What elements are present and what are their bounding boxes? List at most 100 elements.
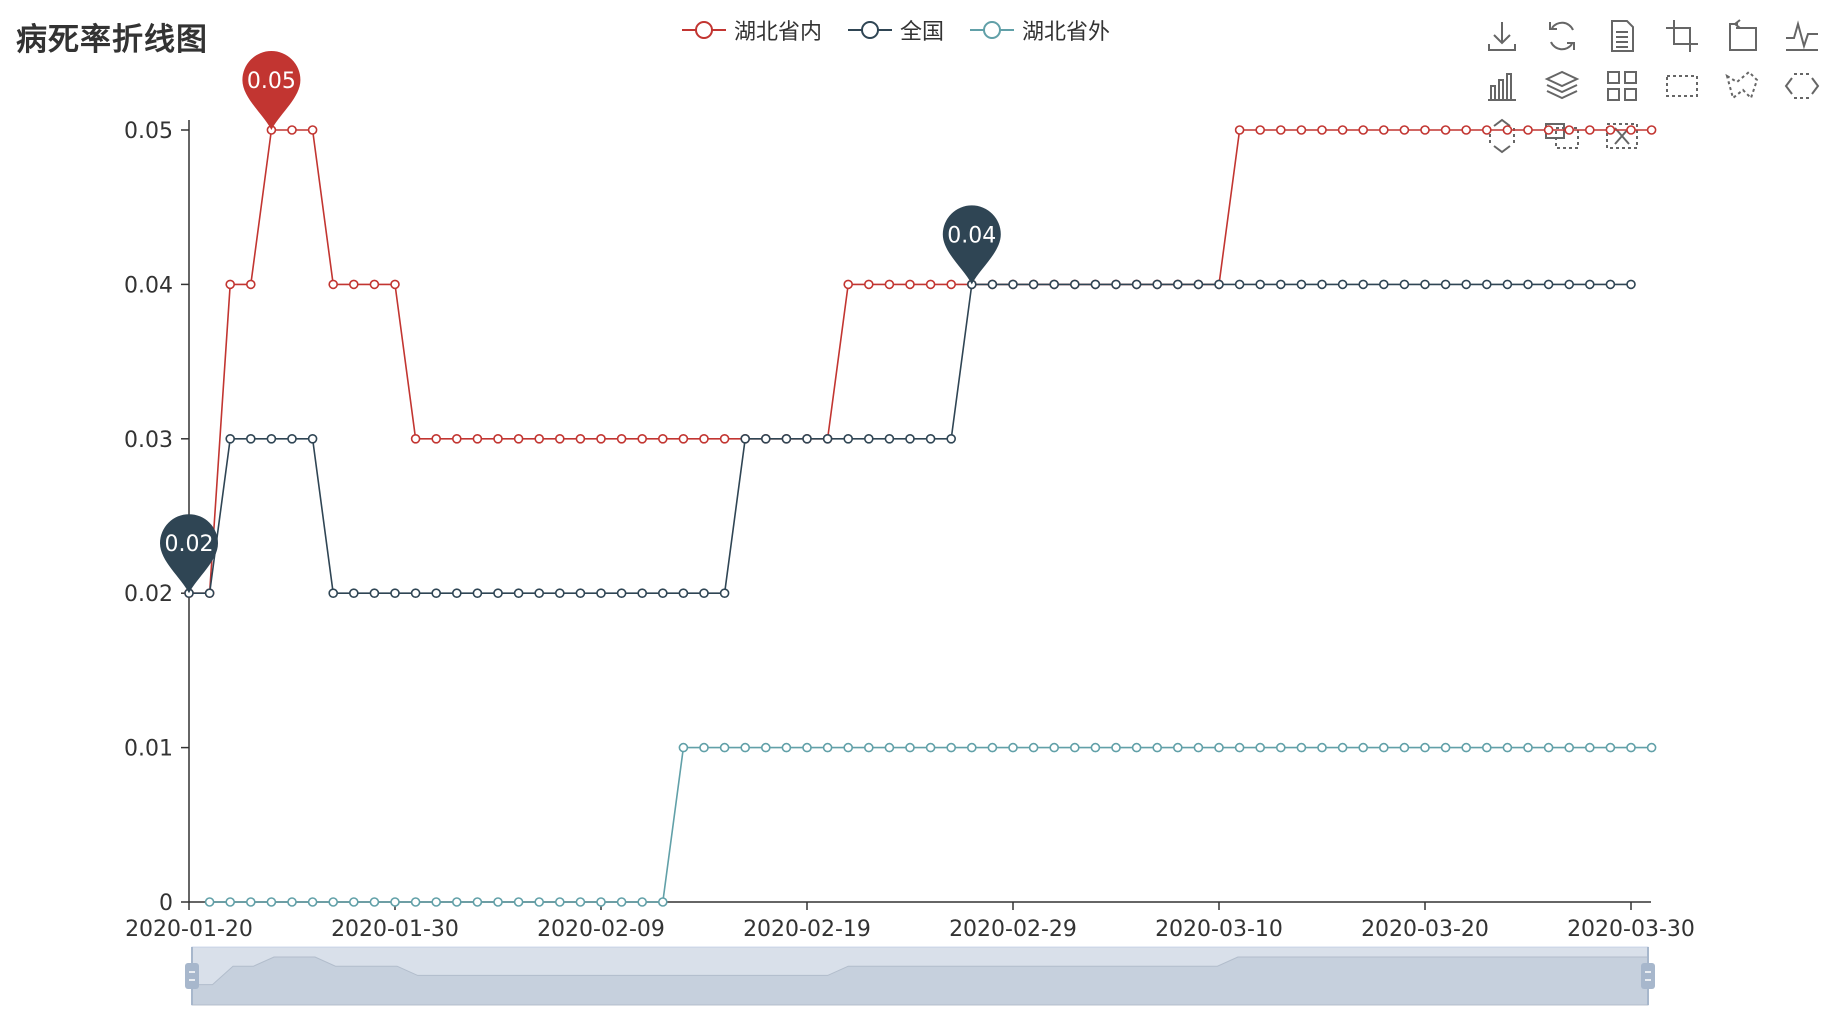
data-point[interactable] xyxy=(987,742,998,753)
data-point[interactable] xyxy=(966,742,977,753)
data-point[interactable] xyxy=(905,433,915,444)
data-point[interactable] xyxy=(1482,125,1492,135)
data-point[interactable] xyxy=(1379,125,1389,135)
data-point[interactable] xyxy=(328,588,339,599)
data-point[interactable] xyxy=(266,897,277,907)
data-point[interactable] xyxy=(1646,125,1657,135)
data-point[interactable] xyxy=(1276,742,1286,753)
line-x-select-icon[interactable] xyxy=(1782,66,1822,106)
data-point[interactable] xyxy=(225,433,235,444)
data-point[interactable] xyxy=(225,897,235,907)
data-point[interactable] xyxy=(1379,742,1389,753)
data-point[interactable] xyxy=(513,588,524,599)
data-point[interactable] xyxy=(596,588,606,599)
zoom-selected-range[interactable] xyxy=(192,947,1648,1005)
max-marker-1[interactable]: 0.04 xyxy=(942,205,1001,285)
data-point[interactable] xyxy=(822,742,833,753)
data-point[interactable] xyxy=(1070,742,1080,753)
data-point[interactable] xyxy=(1090,279,1101,290)
data-point[interactable] xyxy=(1420,125,1430,135)
data-point[interactable] xyxy=(657,588,668,599)
data-point[interactable] xyxy=(863,742,874,753)
data-point[interactable] xyxy=(1234,279,1245,290)
data-point[interactable] xyxy=(410,897,421,907)
data-point[interactable] xyxy=(348,588,359,599)
data-point[interactable] xyxy=(596,433,606,444)
max-marker-0[interactable]: 0.05 xyxy=(242,51,301,130)
data-point[interactable] xyxy=(1523,279,1533,290)
data-point[interactable] xyxy=(637,433,648,444)
data-point[interactable] xyxy=(1276,125,1286,135)
data-point[interactable] xyxy=(1049,742,1059,753)
data-point[interactable] xyxy=(843,433,854,444)
data-view-icon[interactable] xyxy=(1602,16,1642,56)
data-point[interactable] xyxy=(657,897,668,907)
data-point[interactable] xyxy=(204,897,215,907)
data-point[interactable] xyxy=(1564,742,1574,753)
data-point[interactable] xyxy=(1234,125,1245,135)
data-point[interactable] xyxy=(1296,125,1307,135)
data-point[interactable] xyxy=(616,897,627,907)
data-point[interactable] xyxy=(1585,125,1595,135)
data-point[interactable] xyxy=(822,433,833,444)
data-zoom-slider[interactable] xyxy=(185,946,1655,1006)
data-point[interactable] xyxy=(369,897,380,907)
data-point[interactable] xyxy=(1626,125,1636,135)
data-point[interactable] xyxy=(1420,279,1430,290)
data-point[interactable] xyxy=(1399,742,1410,753)
data-point[interactable] xyxy=(307,125,318,135)
data-point[interactable] xyxy=(554,588,565,599)
data-point[interactable] xyxy=(884,433,895,444)
data-point[interactable] xyxy=(1317,279,1327,290)
data-point[interactable] xyxy=(884,279,895,290)
data-point[interactable] xyxy=(451,897,462,907)
data-point[interactable] xyxy=(369,588,380,599)
data-point[interactable] xyxy=(246,279,256,290)
data-point[interactable] xyxy=(390,588,400,599)
data-point[interactable] xyxy=(719,588,730,599)
data-point[interactable] xyxy=(905,742,915,753)
rect-select-icon[interactable] xyxy=(1662,66,1702,106)
data-point[interactable] xyxy=(328,897,339,907)
data-point[interactable] xyxy=(1214,279,1224,290)
data-point[interactable] xyxy=(369,279,380,290)
data-point[interactable] xyxy=(616,588,627,599)
data-point[interactable] xyxy=(1543,125,1554,135)
data-point[interactable] xyxy=(802,433,812,444)
data-point[interactable] xyxy=(1337,742,1348,753)
data-point[interactable] xyxy=(1070,279,1080,290)
data-point[interactable] xyxy=(719,433,730,444)
data-point[interactable] xyxy=(534,588,545,599)
data-point[interactable] xyxy=(1379,279,1389,290)
data-point[interactable] xyxy=(1255,125,1265,135)
zoom-handle-left[interactable] xyxy=(185,947,199,1005)
data-point[interactable] xyxy=(307,897,318,907)
data-point[interactable] xyxy=(287,125,297,135)
data-point[interactable] xyxy=(843,279,854,290)
data-point[interactable] xyxy=(410,433,421,444)
data-point[interactable] xyxy=(1049,279,1059,290)
data-point[interactable] xyxy=(307,433,318,444)
data-point[interactable] xyxy=(1255,742,1265,753)
data-point[interactable] xyxy=(946,279,957,290)
data-point[interactable] xyxy=(1255,279,1265,290)
data-point[interactable] xyxy=(657,433,668,444)
data-point[interactable] xyxy=(1358,742,1368,753)
data-point[interactable] xyxy=(554,433,565,444)
data-point[interactable] xyxy=(1358,125,1368,135)
data-point[interactable] xyxy=(1296,742,1307,753)
data-point[interactable] xyxy=(1585,742,1595,753)
data-point[interactable] xyxy=(905,279,915,290)
data-point[interactable] xyxy=(1482,279,1492,290)
data-point[interactable] xyxy=(637,897,648,907)
data-point[interactable] xyxy=(431,588,442,599)
bar-type-icon[interactable] xyxy=(1482,66,1522,106)
data-point[interactable] xyxy=(1131,279,1142,290)
data-point[interactable] xyxy=(1399,125,1410,135)
tiled-icon[interactable] xyxy=(1602,66,1642,106)
data-point[interactable] xyxy=(884,742,895,753)
data-point[interactable] xyxy=(554,897,565,907)
data-point[interactable] xyxy=(925,279,936,290)
data-point[interactable] xyxy=(1337,125,1348,135)
zoom-icon[interactable] xyxy=(1662,16,1702,56)
